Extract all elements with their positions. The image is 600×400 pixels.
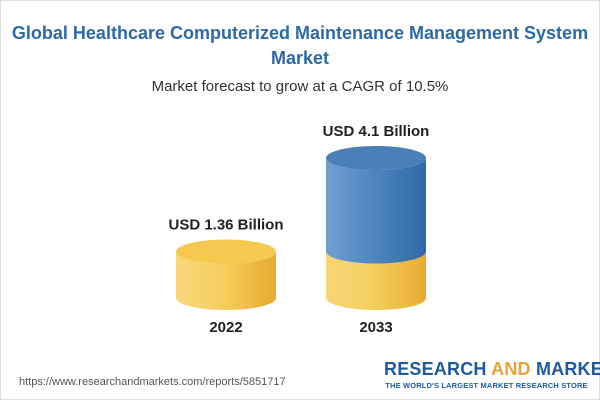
bar-base-segment-2022 <box>176 251 276 310</box>
data-label-2022: USD 1.36 Billion <box>168 217 283 234</box>
chart-subtitle: Market forecast to grow at a CAGR of 10.… <box>151 78 449 95</box>
bar-growth-segment-2033 <box>326 158 426 264</box>
category-label-2033: 2033 <box>359 319 392 336</box>
data-label-2033: USD 4.1 Billion <box>323 123 430 140</box>
source-url[interactable]: https://www.researchandmarkets.com/repor… <box>19 376 286 388</box>
brand-name: RESEARCH AND MARKETS <box>384 359 600 379</box>
bar-base-segment-2033 <box>326 251 426 310</box>
bar-top-cap-2033 <box>326 146 426 170</box>
bar-top-cap-2022 <box>176 239 276 264</box>
chart-title: Global Healthcare Computerized Maintenan… <box>11 23 589 68</box>
category-label-2022: 2022 <box>209 319 242 336</box>
brand-tagline: THE WORLD'S LARGEST MARKET RESEARCH STOR… <box>385 381 588 390</box>
brand-logo: RESEARCH AND MARKETS THE WORLD'S LARGEST… <box>384 359 600 390</box>
